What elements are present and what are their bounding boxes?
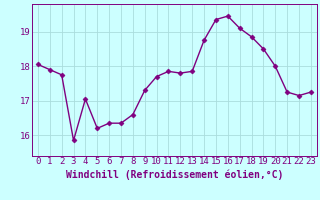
X-axis label: Windchill (Refroidissement éolien,°C): Windchill (Refroidissement éolien,°C) bbox=[66, 169, 283, 180]
